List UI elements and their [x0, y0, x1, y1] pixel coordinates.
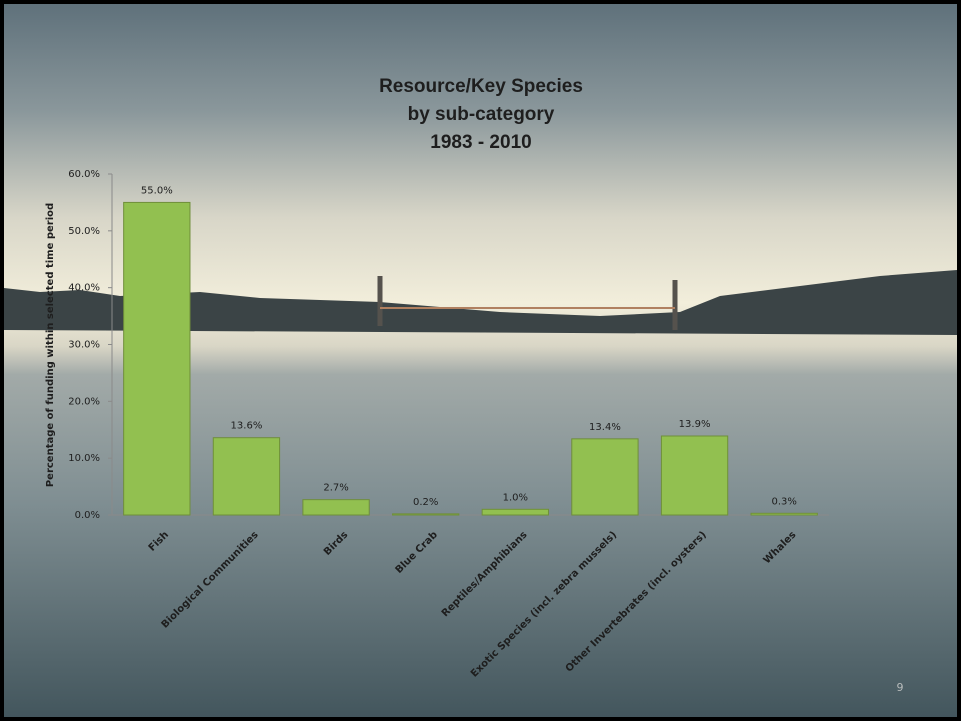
value-label: 0.2%: [413, 497, 438, 508]
bar: [212, 437, 281, 516]
bar: [750, 512, 818, 516]
y-axis-label: Percentage of funding within selected ti…: [45, 203, 56, 487]
skyline: [4, 270, 957, 335]
y-tick-label: 20.0%: [68, 396, 100, 407]
y-tick-label: 60.0%: [68, 169, 100, 180]
bar: [571, 438, 639, 516]
chart-title: by sub-category: [408, 104, 555, 125]
value-label: 1.0%: [503, 492, 528, 503]
chart-title: 1983 - 2010: [430, 132, 531, 153]
value-label: 13.6%: [231, 421, 263, 432]
value-label: 13.4%: [589, 422, 621, 433]
y-tick-label: 0.0%: [75, 510, 100, 521]
bar: [123, 201, 191, 516]
value-label: 13.9%: [679, 419, 711, 430]
y-tick-label: 40.0%: [68, 283, 100, 294]
value-label: 55.0%: [141, 185, 173, 196]
bar: [660, 435, 729, 516]
y-tick-label: 10.0%: [68, 453, 100, 464]
y-tick-label: 30.0%: [68, 340, 100, 351]
slide-number: 9: [897, 681, 904, 694]
chart-title: Resource/Key Species: [379, 76, 583, 97]
value-label: 2.7%: [323, 483, 348, 494]
y-tick-label: 50.0%: [68, 226, 100, 237]
bar: [392, 513, 460, 516]
bar: [481, 508, 549, 516]
bar: [302, 499, 370, 516]
value-label: 0.3%: [771, 496, 796, 507]
